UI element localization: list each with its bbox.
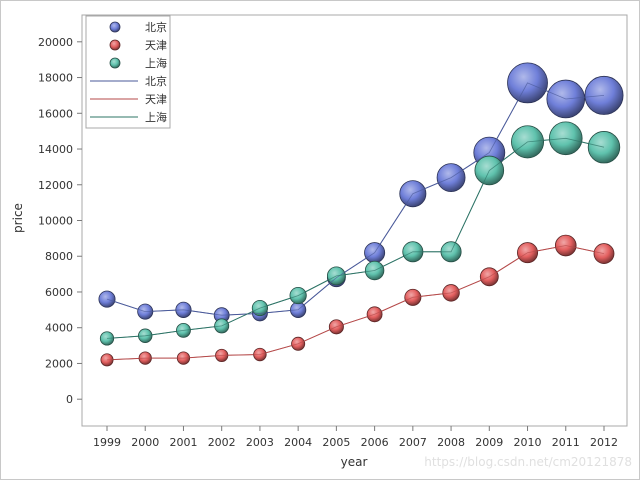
- x-tick-label: 2012: [590, 436, 618, 449]
- y-axis: 0 2000 4000 6000 8000 10000 12000 14000 16000 180…: [38, 36, 82, 406]
- y-tick-label: 6000: [45, 286, 73, 299]
- x-tick-label: 2001: [169, 436, 197, 449]
- legend-line-label: 上海: [145, 110, 167, 124]
- legend-marker: [109, 39, 121, 51]
- legend-label: 上海: [145, 56, 167, 70]
- y-tick-label: 0: [66, 393, 73, 406]
- x-tick-label: 2004: [284, 436, 312, 449]
- y-tick-label: 16000: [38, 107, 73, 120]
- y-tick-label: 20000: [38, 36, 73, 49]
- x-tick-label: 2003: [246, 436, 274, 449]
- y-tick-label: 8000: [45, 250, 73, 263]
- x-axis: 1999 2000 2001 2002 2003 2004 2005 2006 2007 2008…: [93, 426, 618, 449]
- y-tick-label: 18000: [38, 72, 73, 85]
- bubble-point: [99, 331, 115, 346]
- y-tick-label: 14000: [38, 143, 73, 156]
- x-tick-label: 2008: [437, 436, 465, 449]
- x-tick-label: 2009: [475, 436, 503, 449]
- y-tick-label: 2000: [45, 357, 73, 370]
- x-tick-label: 2005: [322, 436, 350, 449]
- series-line-overlay: [106, 137, 605, 339]
- x-tick-label: 2000: [131, 436, 159, 449]
- watermark-text: https://blog.csdn.net/cm20121878: [424, 455, 632, 469]
- x-tick-label: 2011: [552, 436, 580, 449]
- y-tick-label: 10000: [38, 215, 73, 228]
- legend-box: [85, 15, 171, 129]
- x-tick-label: 1999: [93, 436, 121, 449]
- x-tick-label: 2002: [208, 436, 236, 449]
- legend-line-label: 天津: [145, 93, 167, 106]
- y-tick-label: 4000: [45, 322, 73, 335]
- legend-label: 北京: [145, 20, 167, 34]
- x-tick-label: 2010: [514, 436, 542, 449]
- y-tick-label: 12000: [38, 179, 73, 192]
- y-axis-title: price: [11, 203, 25, 233]
- x-tick-label: 2007: [399, 436, 427, 449]
- legend-line-label: 北京: [145, 74, 167, 88]
- series-line-overlay: [106, 82, 605, 316]
- legend-marker: [109, 57, 121, 69]
- x-axis-title: year: [341, 455, 368, 469]
- x-tick-label: 2006: [361, 436, 389, 449]
- legend-label: 天津: [145, 39, 167, 52]
- bubble-points: [98, 62, 624, 367]
- series-line-overlay: [106, 245, 605, 361]
- legend-marker: [109, 21, 121, 33]
